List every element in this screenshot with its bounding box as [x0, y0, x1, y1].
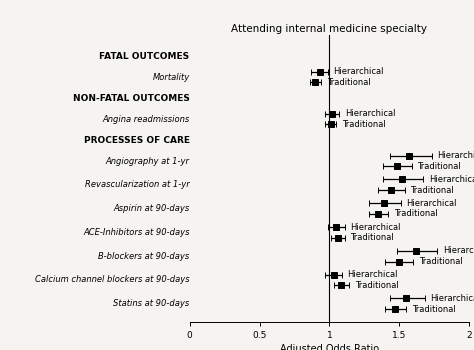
Text: Mortality: Mortality — [152, 72, 190, 82]
Text: PROCESSES OF CARE: PROCESSES OF CARE — [83, 135, 190, 145]
Text: Traditional: Traditional — [355, 281, 398, 290]
Text: Traditional: Traditional — [350, 233, 394, 242]
Text: Hierarchical: Hierarchical — [334, 67, 384, 76]
Text: Hierarchical: Hierarchical — [350, 223, 401, 232]
Text: Hierarchical: Hierarchical — [345, 109, 395, 118]
Text: Angiography at 1-yr: Angiography at 1-yr — [106, 156, 190, 166]
Text: B-blockers at 90-days: B-blockers at 90-days — [98, 252, 190, 261]
Text: Aspirin at 90-days: Aspirin at 90-days — [113, 204, 190, 213]
Text: Hierarchical: Hierarchical — [347, 270, 398, 279]
Text: Traditional: Traditional — [410, 186, 454, 195]
Text: FATAL OUTCOMES: FATAL OUTCOMES — [100, 51, 190, 61]
Text: Traditional: Traditional — [327, 78, 370, 87]
Text: Attending internal medicine specialty: Attending internal medicine specialty — [231, 25, 428, 35]
Text: Hierarchical: Hierarchical — [406, 199, 457, 208]
Text: Traditional: Traditional — [419, 257, 463, 266]
Text: Hierarchical: Hierarchical — [430, 294, 474, 303]
Text: Hierarchical: Hierarchical — [437, 151, 474, 160]
X-axis label: Adjusted Odds Ratio: Adjusted Odds Ratio — [280, 344, 379, 350]
Text: Traditional: Traditional — [418, 162, 461, 171]
Text: Traditional: Traditional — [342, 120, 386, 129]
Text: Angina readmissions: Angina readmissions — [102, 114, 190, 124]
Text: Traditional: Traditional — [394, 209, 438, 218]
Text: ACE-Inhibitors at 90-days: ACE-Inhibitors at 90-days — [83, 228, 190, 237]
Text: Calcium channel blockers at 90-days: Calcium channel blockers at 90-days — [35, 275, 190, 285]
Text: Hierarchical: Hierarchical — [443, 246, 474, 256]
Text: Traditional: Traditional — [412, 304, 456, 314]
Text: Revascularization at 1-yr: Revascularization at 1-yr — [85, 180, 190, 189]
Text: NON-FATAL OUTCOMES: NON-FATAL OUTCOMES — [73, 93, 190, 103]
Text: Statins at 90-days: Statins at 90-days — [113, 299, 190, 308]
Text: Hierarchical: Hierarchical — [428, 175, 474, 184]
